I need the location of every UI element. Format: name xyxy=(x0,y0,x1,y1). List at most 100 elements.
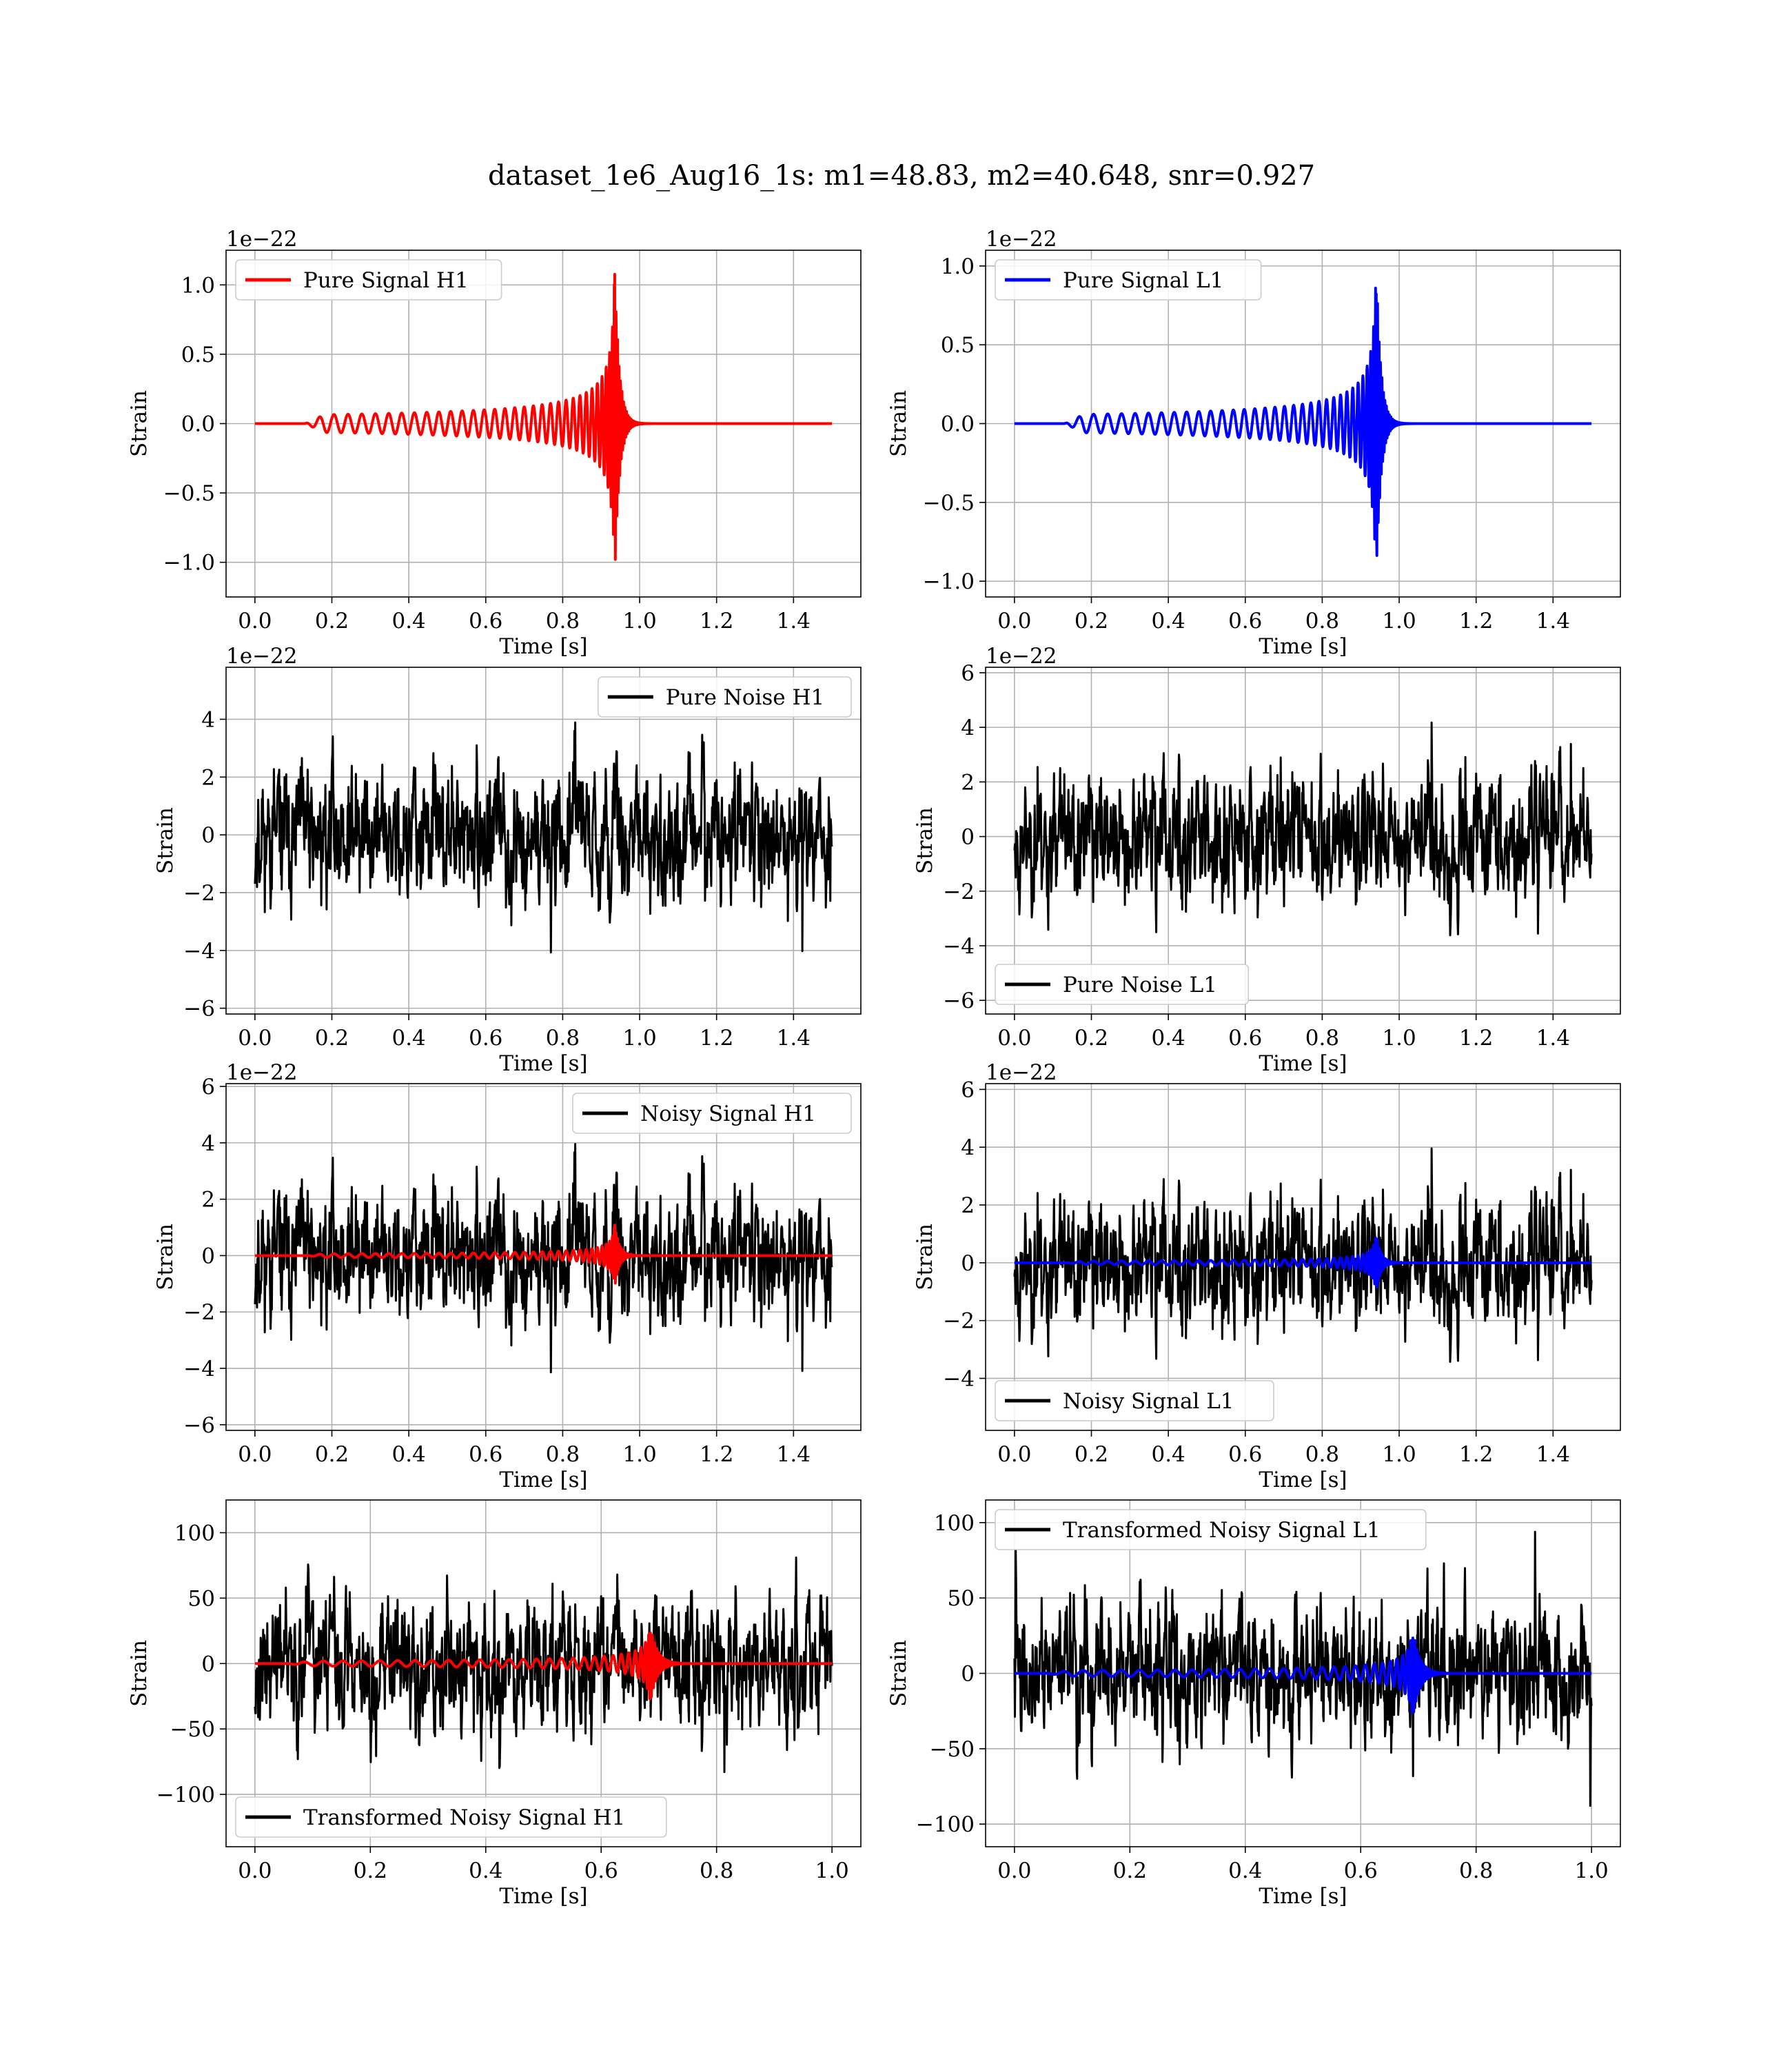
y-tick-label: −1.0 xyxy=(163,551,215,576)
x-tick-label: 1.4 xyxy=(1536,1026,1570,1051)
y-tick-label: −6 xyxy=(183,1413,215,1438)
y-tick-label: −100 xyxy=(156,1783,215,1807)
y-tick-label: −1.0 xyxy=(923,569,975,594)
y-tick-label: −4 xyxy=(183,939,215,964)
x-tick-label: 1.0 xyxy=(622,1442,656,1467)
legend: Noisy Signal H1 xyxy=(572,1093,852,1134)
x-tick-label: 0.6 xyxy=(1228,609,1262,633)
x-tick-label: 0.0 xyxy=(238,1026,272,1051)
offset-label: 1e−22 xyxy=(986,644,1057,669)
x-tick-label: 0.8 xyxy=(546,609,580,633)
x-tick-label: 0.4 xyxy=(1228,1858,1262,1883)
y-tick-label: 0 xyxy=(961,825,975,850)
x-tick-label: 0.4 xyxy=(1151,609,1185,633)
x-tick-label: 0.8 xyxy=(700,1858,733,1883)
x-tick-label: 1.0 xyxy=(622,609,656,633)
panel-h1-noisy-signal: 0.0 0.2 0.4 0.6 0.8 1.0 1.2 1.4 −6 −4 −2 0 2 4 6 Time [… xyxy=(153,1060,862,1492)
x-tick-label: 0.6 xyxy=(1228,1442,1262,1467)
x-tick-label: 0.0 xyxy=(238,609,272,633)
series-overlay-1 xyxy=(254,1224,833,1285)
x-tick-label: 1.0 xyxy=(1382,1442,1416,1467)
y-tick-label: −4 xyxy=(183,1357,215,1381)
x-tick-label: 1.2 xyxy=(700,1442,733,1467)
legend-box xyxy=(597,676,852,718)
y-axis-label: Strain xyxy=(913,1224,937,1290)
x-tick-label: 1.4 xyxy=(777,609,811,633)
y-tick-label: 0 xyxy=(961,1662,975,1687)
x-tick-label: 1.2 xyxy=(700,609,733,633)
y-tick-label: 6 xyxy=(961,661,975,686)
x-axis-label: Time [s] xyxy=(499,1884,587,1909)
legend-box xyxy=(235,259,502,301)
x-tick-label: 0.0 xyxy=(238,1858,272,1883)
y-tick-label: −6 xyxy=(183,997,215,1022)
x-tick-label: 0.4 xyxy=(1151,1442,1185,1467)
y-tick-label: 0.5 xyxy=(181,343,215,367)
x-tick-label: 1.0 xyxy=(1382,609,1416,633)
y-tick-label: −50 xyxy=(930,1737,975,1762)
x-tick-label: 1.4 xyxy=(1536,609,1570,633)
x-tick-label: 0.2 xyxy=(315,1026,349,1051)
x-tick-label: 0.6 xyxy=(469,1026,502,1051)
legend-label: Noisy Signal H1 xyxy=(640,1102,816,1126)
y-tick-label: 2 xyxy=(201,1188,215,1213)
offset-label: 1e−22 xyxy=(226,227,298,252)
series-lines xyxy=(254,1143,833,1374)
legend-label: Pure Signal H1 xyxy=(303,268,469,293)
x-tick-label: 0.4 xyxy=(469,1858,502,1883)
y-axis-label: Strain xyxy=(127,1640,152,1707)
y-tick-label: 4 xyxy=(201,707,215,732)
legend-box xyxy=(995,1380,1274,1421)
axes-frame xyxy=(225,1499,862,1847)
x-tick-label: 1.4 xyxy=(777,1026,811,1051)
y-tick-label: 0 xyxy=(961,1251,975,1276)
axes-frame xyxy=(985,1083,1621,1431)
legend-label: Pure Signal L1 xyxy=(1063,268,1223,293)
legend-box xyxy=(995,964,1250,1005)
x-tick-label: 0.8 xyxy=(546,1026,580,1051)
x-tick-label: 0.2 xyxy=(315,609,349,633)
series-noisy-signal-h1 xyxy=(254,1143,833,1374)
legend-box xyxy=(995,1509,1427,1550)
x-axis-label: Time [s] xyxy=(1259,1051,1347,1076)
x-tick-label: 1.0 xyxy=(1382,1026,1416,1051)
series-overlay-1 xyxy=(1013,1636,1593,1714)
x-tick-label: 0.4 xyxy=(1151,1026,1185,1051)
panel-l1-pure-noise: 0.0 0.2 0.4 0.6 0.8 1.0 1.2 1.4 −6 −4 −2 0 2 4 6 Time [… xyxy=(913,644,1621,1076)
y-axis-label: Strain xyxy=(127,390,152,457)
figure-title: dataset_1e6_Aug16_1s: m1=48.83, m2=40.64… xyxy=(488,160,1315,192)
axes-frame xyxy=(225,1083,862,1431)
y-tick-label: −0.5 xyxy=(923,491,975,516)
legend-box xyxy=(235,1796,667,1838)
legend: Pure Noise H1 xyxy=(597,676,852,718)
series-overlay-1 xyxy=(1013,1236,1593,1288)
x-tick-label: 0.0 xyxy=(997,1858,1031,1883)
x-tick-label: 1.2 xyxy=(1459,609,1493,633)
x-tick-label: 0.6 xyxy=(1228,1026,1262,1051)
panel-l1-pure-signal: 0.0 0.2 0.4 0.6 0.8 1.0 1.2 1.4 −1.0 −0.5 0.0 0.5 1.… xyxy=(886,227,1621,659)
x-tick-label: 1.0 xyxy=(815,1858,848,1883)
y-axis-label: Strain xyxy=(153,807,178,874)
offset-label: 1e−22 xyxy=(226,1060,298,1085)
offset-label: 1e−22 xyxy=(986,1060,1057,1085)
panel-h1-pure-signal: 0.0 0.2 0.4 0.6 0.8 1.0 1.2 1.4 −1.0 −0.5 0.0 0.5 1.… xyxy=(127,227,862,659)
series-pure-noise-h1 xyxy=(254,721,833,954)
series-overlay-1 xyxy=(254,1631,833,1701)
x-tick-label: 0.8 xyxy=(546,1442,580,1467)
grid xyxy=(226,667,861,1014)
y-tick-label: 6 xyxy=(961,1077,975,1102)
y-tick-label: −2 xyxy=(943,880,975,904)
y-tick-label: −100 xyxy=(916,1812,975,1837)
x-axis-label: Time [s] xyxy=(499,1468,587,1492)
x-tick-label: 0.0 xyxy=(997,609,1031,633)
x-tick-label: 0.0 xyxy=(238,1442,272,1467)
series-noisy-signal-l1 xyxy=(1013,1147,1593,1363)
x-tick-label: 0.4 xyxy=(391,1026,425,1051)
series-lines xyxy=(1013,1530,1593,1807)
x-tick-label: 0.8 xyxy=(1305,1442,1339,1467)
x-tick-label: 0.2 xyxy=(1075,609,1108,633)
axes-frame xyxy=(985,667,1621,1015)
y-tick-label: 0.0 xyxy=(181,412,215,437)
y-tick-label: 100 xyxy=(174,1521,215,1545)
